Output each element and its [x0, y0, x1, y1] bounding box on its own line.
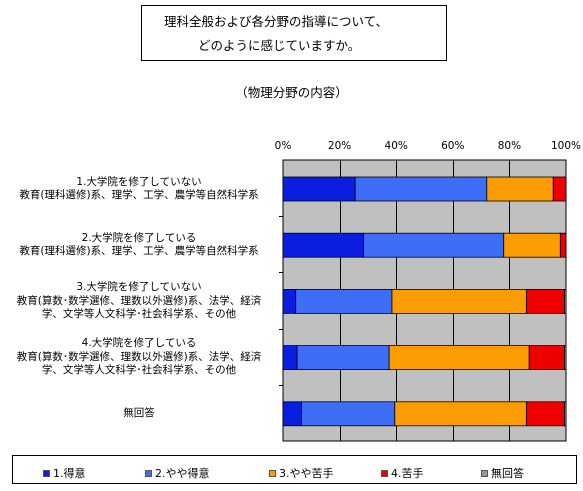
x-tick-label: 80% [498, 140, 521, 152]
category-label-line: 教育(理科選修)系、理学、工学、農学等自然科学系 [19, 245, 259, 258]
legend-label: 無回答 [491, 467, 524, 480]
bar-segment [503, 232, 561, 258]
category-label-line: 教育(理科選修)系、理学、工学、農学等自然科学系 [19, 189, 259, 201]
x-tick-label: 20% [328, 140, 351, 152]
bar-segment [552, 176, 567, 202]
bar-segment [528, 345, 565, 371]
bar-segment [388, 345, 530, 371]
bar-segment [564, 345, 567, 371]
legend-swatch [43, 469, 50, 477]
bar-segment [282, 176, 356, 202]
title-box: 理科全般および各分野の指導について、 どのように感じていますか。 [141, 5, 447, 61]
category-label-line: 1.大学院を修了していない [76, 175, 202, 188]
category-label-line: 無回答 [123, 407, 155, 420]
bar-segment [354, 176, 488, 202]
category-label: 4.大学院を修了している 教育(算数･数学選修、理数以外選修)系、法学、経済 学、文… [0, 337, 278, 378]
category-label: 3.大学院を修了していない 教育(算数･数学選修、理数以外選修)系、法学、経済 学、… [0, 281, 278, 322]
category-label-line: 4.大学院を修了している [81, 337, 197, 350]
bar-segment [363, 232, 505, 258]
category-label-line: 学、文学等人文科学･社会科学系、その他 [41, 364, 237, 377]
legend-item: 無回答 [481, 465, 524, 481]
category-label-line: 学、文学等人文科学･社会科学系、その他 [41, 308, 237, 321]
bar-segment [300, 401, 396, 427]
category-label-line: 3.大学院を修了していない [76, 281, 202, 294]
bar-segment [564, 288, 567, 314]
bar-segment [282, 401, 302, 427]
category-label: 1.大学院を修了していない 教育(理科選修)系、理学、工学、農学等自然科学系 [0, 176, 278, 203]
title-line-2: どのように感じていますか。 [198, 38, 361, 53]
category-label: 無回答 [0, 407, 278, 421]
category-label-line: 2.大学院を修了している [81, 231, 197, 244]
bar-segment [525, 401, 565, 427]
bar-segment [394, 401, 527, 427]
legend-item: 3.やや苦手 [269, 465, 334, 481]
bar-segment [295, 288, 393, 314]
legend-swatch [481, 469, 488, 477]
bar-segment [486, 176, 554, 202]
bar-segment [525, 288, 565, 314]
legend: 1.得意 2.やや得意 3.やや苦手 4.苦手 無回答 [12, 455, 577, 484]
legend-label: 3.やや苦手 [279, 467, 334, 480]
bar-segment [296, 345, 390, 371]
bar-segment [282, 232, 365, 258]
chart-subtitle: （物理分野の内容） [235, 85, 348, 100]
bar-segment [391, 288, 527, 314]
legend-item: 2.やや得意 [145, 465, 210, 481]
category-label-line: 教育(算数･数学選修、理数以外選修)系、法学、経済 [16, 350, 262, 363]
category-label-line: 教育(算数･数学選修、理数以外選修)系、法学、経済 [16, 294, 262, 307]
x-tick-label: 0% [275, 140, 292, 152]
bar-segment [564, 401, 567, 427]
bar-segment [282, 288, 297, 314]
legend-label: 1.得意 [53, 467, 86, 480]
x-tick-label: 40% [385, 140, 408, 152]
title-line-1: 理科全般および各分野の指導について、 [164, 14, 389, 29]
legend-item: 4.苦手 [381, 465, 424, 481]
legend-label: 4.苦手 [391, 467, 424, 480]
bar-segment [282, 345, 298, 371]
x-tick-label: 100% [551, 140, 581, 152]
bar-segment [559, 232, 567, 258]
legend-swatch [381, 469, 388, 477]
legend-swatch [145, 469, 152, 477]
legend-item: 1.得意 [43, 465, 86, 481]
category-label: 2.大学院を修了している 教育(理科選修)系、理学、工学、農学等自然科学系 [0, 232, 278, 259]
x-tick-label: 60% [441, 140, 464, 152]
legend-swatch [269, 469, 276, 477]
legend-label: 2.やや得意 [155, 467, 210, 480]
